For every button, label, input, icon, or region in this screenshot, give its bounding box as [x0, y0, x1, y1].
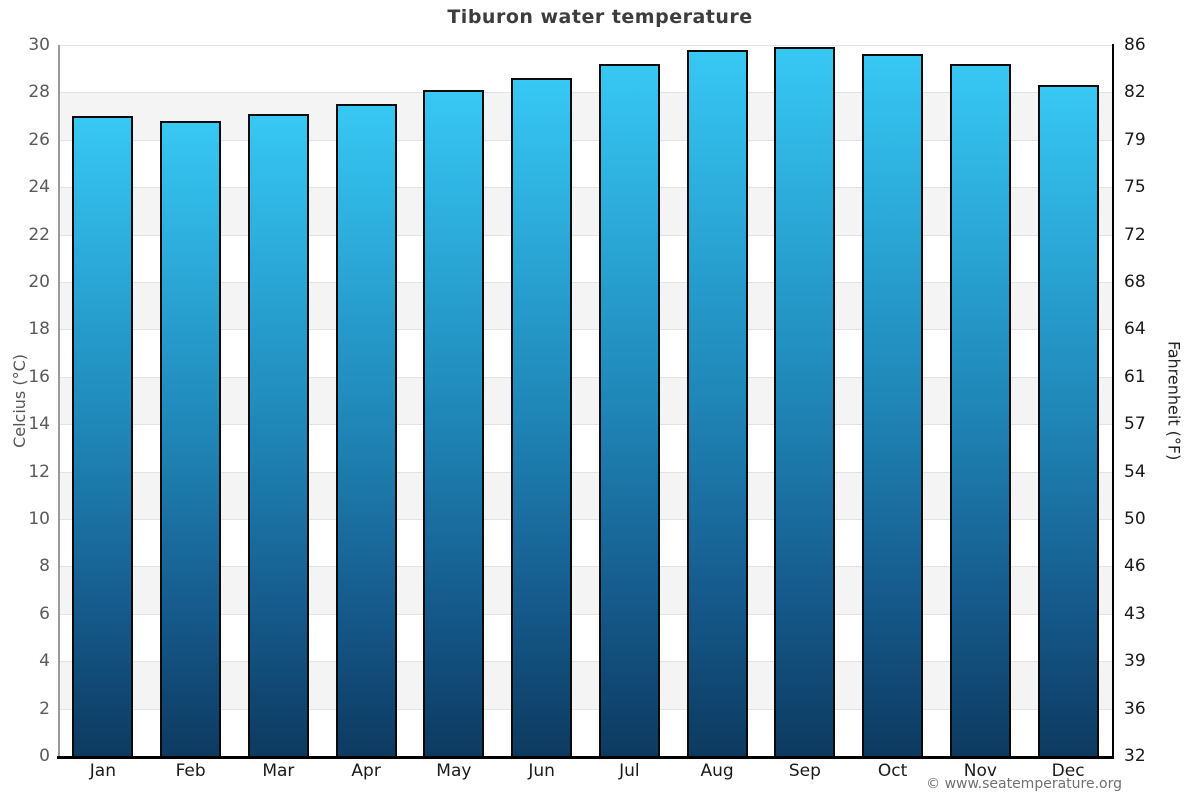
plot-band	[59, 471, 1112, 519]
right-axis-line	[1112, 44, 1114, 756]
plot-band	[59, 376, 1112, 425]
y-tick-label-fahrenheit: 32	[1124, 746, 1146, 766]
y-tick-label-fahrenheit: 57	[1124, 414, 1146, 435]
y-tick-label-fahrenheit: 75	[1124, 177, 1146, 198]
plot-band	[59, 187, 1112, 235]
y-tick-label-fahrenheit: 82	[1124, 82, 1146, 103]
y-tick-label-celsius: 22	[28, 224, 50, 245]
x-tick-label-dec: Dec	[1051, 761, 1085, 781]
x-tick-label-feb: Feb	[175, 761, 206, 781]
y-axis-title-fahrenheit-text: Fahrenheit (°F)	[1164, 340, 1184, 461]
y-tick-label-celsius: 12	[28, 461, 50, 482]
bar-jul	[598, 63, 660, 756]
gridline	[59, 661, 1112, 663]
y-tick-label-fahrenheit: 54	[1124, 461, 1146, 482]
y-tick-label-fahrenheit: 64	[1124, 319, 1146, 340]
gridline	[59, 329, 1112, 331]
y-tick-label-fahrenheit: 43	[1124, 603, 1146, 624]
plot-band	[59, 234, 1112, 282]
y-tick-label-celsius: 6	[39, 603, 50, 624]
plot-band	[59, 661, 1112, 709]
bottom-axis-line	[57, 756, 1114, 759]
x-tick-label-jan: Jan	[89, 761, 116, 781]
y-tick-label-celsius: 8	[39, 556, 50, 577]
bar-mar	[247, 113, 309, 756]
y-tick-label-fahrenheit: 79	[1124, 129, 1146, 150]
bar-aug	[686, 49, 748, 756]
x-tick-label-apr: Apr	[351, 761, 381, 781]
plot-band	[59, 708, 1112, 756]
plot-band	[59, 424, 1112, 472]
plot-band	[59, 329, 1112, 377]
x-tick-label-nov: Nov	[963, 761, 997, 781]
plot-band	[59, 45, 1112, 93]
plot-area	[59, 45, 1112, 757]
y-tick-label-fahrenheit: 61	[1124, 366, 1146, 387]
y-tick-label-celsius: 20	[28, 272, 50, 292]
bar-feb	[160, 120, 222, 756]
bar-dec	[1037, 85, 1099, 756]
y-axis-title-fahrenheit: Fahrenheit (°F)	[1162, 45, 1186, 756]
plot-band	[59, 92, 1112, 140]
gridline	[59, 613, 1112, 615]
x-tick-label-jul: Jul	[619, 761, 640, 781]
gridline	[59, 376, 1112, 378]
x-tick-label-jun: Jun	[528, 761, 555, 781]
gridline	[59, 471, 1112, 473]
x-tick-label-sep: Sep	[788, 761, 821, 781]
y-tick-label-celsius: 30	[28, 35, 50, 55]
gridline	[59, 45, 1112, 46]
y-axis-title-celsius: Celcius (°C)	[8, 45, 30, 756]
left-axis-line	[58, 45, 60, 756]
copyright-text: © www.seatemperature.org	[926, 776, 1122, 792]
gridline	[59, 424, 1112, 426]
x-tick-label-aug: Aug	[700, 761, 734, 781]
gridline	[59, 234, 1112, 236]
plot-band	[59, 519, 1112, 567]
y-tick-label-fahrenheit: 36	[1124, 698, 1146, 719]
y-tick-label-fahrenheit: 86	[1124, 35, 1146, 55]
y-tick-label-fahrenheit: 50	[1124, 509, 1146, 529]
y-tick-label-celsius: 14	[28, 414, 50, 435]
gridline	[59, 187, 1112, 189]
gridline	[59, 282, 1112, 283]
y-tick-label-celsius: 28	[28, 82, 50, 103]
bar-apr	[335, 104, 397, 756]
y-tick-label-celsius: 4	[39, 651, 50, 672]
y-tick-label-celsius: 2	[39, 698, 50, 719]
plot-band	[59, 566, 1112, 614]
y-tick-label-celsius: 18	[28, 319, 50, 340]
gridline	[59, 92, 1112, 94]
y-tick-label-fahrenheit: 46	[1124, 556, 1146, 577]
y-tick-label-celsius: 0	[39, 746, 50, 766]
chart-title: Tiburon water temperature	[447, 6, 753, 28]
bar-jan	[72, 116, 134, 756]
x-tick-label-oct: Oct	[877, 761, 908, 781]
plot-band	[59, 282, 1112, 330]
gridline	[59, 139, 1112, 141]
y-tick-label-celsius: 10	[28, 509, 50, 529]
y-tick-label-celsius: 16	[28, 366, 50, 387]
y-tick-label-fahrenheit: 39	[1124, 651, 1146, 672]
bar-oct	[862, 54, 924, 756]
y-tick-label-celsius: 24	[28, 177, 50, 198]
bar-sep	[774, 47, 836, 756]
bar-may	[423, 90, 485, 756]
gridline	[59, 566, 1112, 568]
y-tick-label-fahrenheit: 72	[1124, 224, 1146, 245]
x-tick-label-mar: Mar	[262, 761, 295, 781]
bar-nov	[949, 63, 1011, 756]
x-tick-label-may: May	[436, 761, 472, 781]
plot-band	[59, 139, 1112, 188]
plot-band	[59, 613, 1112, 662]
y-tick-label-celsius: 26	[28, 129, 50, 150]
gridline	[59, 519, 1112, 520]
bar-jun	[511, 78, 573, 756]
gridline	[59, 708, 1112, 710]
y-tick-label-fahrenheit: 68	[1124, 272, 1146, 292]
